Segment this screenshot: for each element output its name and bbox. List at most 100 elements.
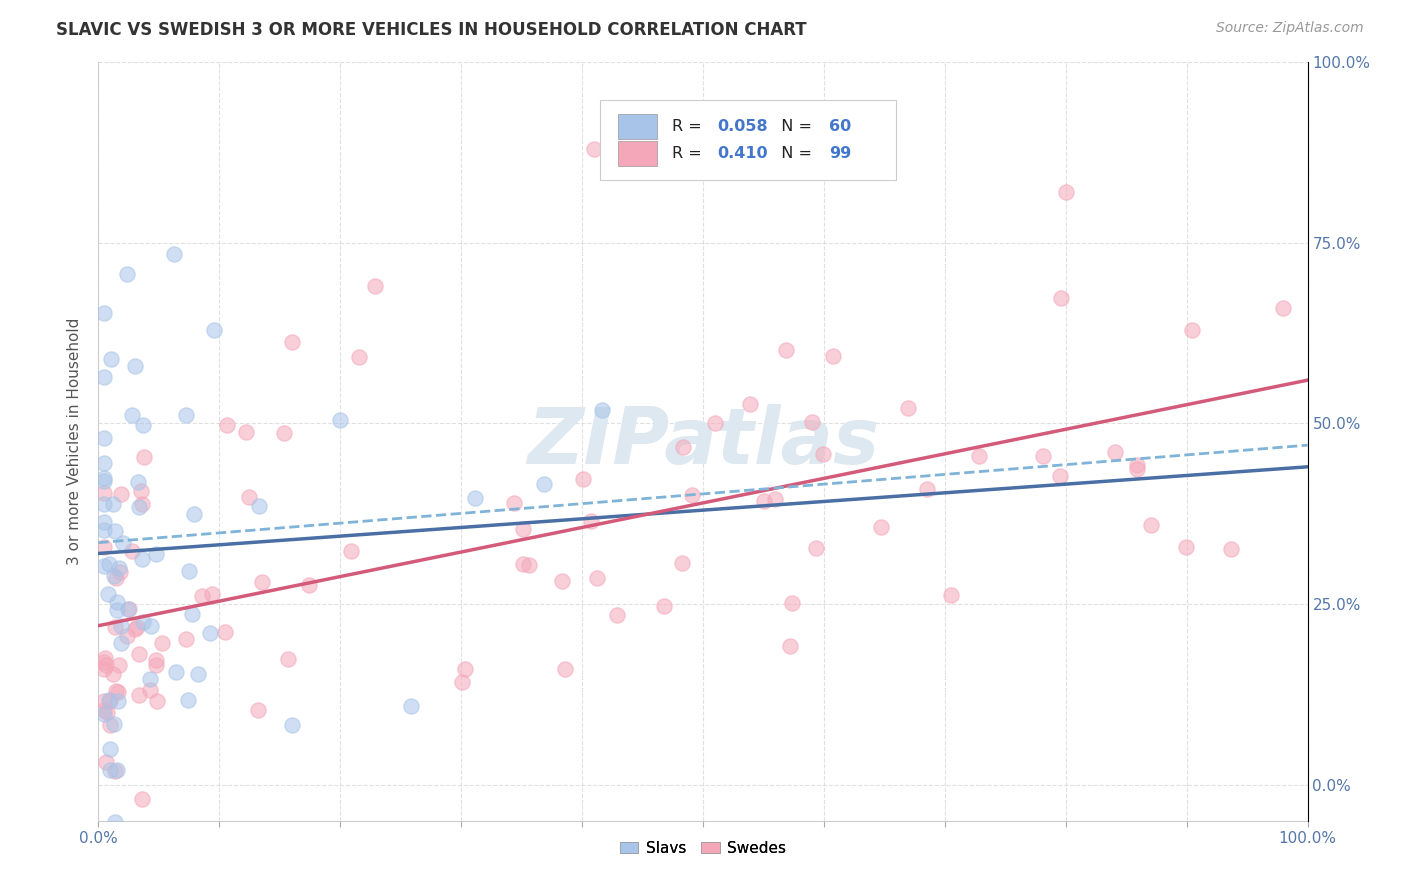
Point: [517, 558, 540, 573]
Point: [1174, 540, 1197, 554]
Point: [103, 619, 125, 633]
Point: [453, 662, 475, 676]
Point: [132, 450, 155, 464]
Point: [105, 571, 128, 585]
Point: [139, 619, 162, 633]
Point: [1104, 444, 1126, 458]
Point: [939, 588, 962, 602]
Point: [201, 587, 224, 601]
Point: [131, 615, 153, 630]
Point: [277, 652, 299, 666]
Point: [104, 764, 127, 778]
Point: [238, 491, 260, 505]
Point: [779, 639, 801, 653]
Bar: [619, 114, 657, 139]
Point: [94, 651, 117, 665]
Point: [591, 403, 613, 417]
Point: [128, 648, 150, 662]
Point: [125, 619, 148, 633]
Point: [103, 569, 125, 583]
Text: N =: N =: [770, 119, 817, 134]
Point: [100, 694, 122, 708]
Point: [1050, 291, 1073, 305]
Point: [572, 471, 595, 485]
Text: Source: ZipAtlas.com: Source: ZipAtlas.com: [1216, 21, 1364, 35]
Point: [110, 636, 132, 650]
Point: [103, 717, 125, 731]
Point: [586, 571, 609, 585]
Point: [801, 415, 824, 429]
Point: [103, 667, 125, 681]
Point: [183, 507, 205, 521]
Point: [100, 352, 122, 367]
Point: [340, 543, 363, 558]
Point: [1032, 449, 1054, 463]
Point: [110, 487, 132, 501]
Point: [250, 574, 273, 589]
Point: [93, 662, 115, 676]
Point: [1126, 461, 1149, 475]
Point: [93, 523, 115, 537]
Point: [512, 522, 534, 536]
Point: [139, 683, 162, 698]
Point: [96, 755, 118, 769]
Point: [129, 484, 152, 499]
Point: [93, 456, 115, 470]
Point: [107, 561, 129, 575]
Point: [1054, 186, 1077, 200]
Point: [145, 653, 167, 667]
Text: 0.410: 0.410: [717, 146, 768, 161]
Point: [249, 499, 271, 513]
Point: [138, 672, 160, 686]
Point: [464, 491, 486, 506]
Point: [1049, 469, 1071, 483]
Point: [121, 543, 143, 558]
Point: [98, 742, 121, 756]
Point: [235, 425, 257, 439]
Point: [105, 603, 128, 617]
Point: [281, 718, 304, 732]
Point: [806, 541, 828, 556]
Point: [93, 431, 115, 445]
Point: [93, 703, 115, 717]
Point: [969, 449, 991, 463]
Point: [93, 471, 115, 485]
Point: [131, 418, 153, 433]
Point: [873, 156, 896, 170]
Point: [115, 268, 138, 282]
Point: [124, 622, 146, 636]
Point: [551, 574, 574, 588]
Point: [124, 359, 146, 373]
Point: [579, 515, 602, 529]
Point: [93, 694, 115, 708]
Point: [100, 763, 122, 777]
Point: [915, 482, 938, 496]
Point: [105, 594, 128, 608]
Point: [813, 447, 835, 461]
Point: [93, 474, 115, 488]
Point: [104, 524, 127, 538]
Point: [150, 636, 173, 650]
Point: [512, 557, 534, 571]
Point: [93, 497, 115, 511]
Point: [93, 370, 115, 384]
Point: [399, 699, 422, 714]
Point: [672, 441, 695, 455]
Point: [98, 718, 121, 732]
Point: [181, 607, 204, 622]
Point: [897, 401, 920, 416]
Text: SLAVIC VS SWEDISH 3 OR MORE VEHICLES IN HOUSEHOLD CORRELATION CHART: SLAVIC VS SWEDISH 3 OR MORE VEHICLES IN …: [56, 21, 807, 38]
Point: [145, 658, 167, 673]
Point: [202, 323, 225, 337]
Point: [606, 607, 628, 622]
Text: N =: N =: [770, 146, 817, 161]
Point: [145, 547, 167, 561]
Point: [128, 688, 150, 702]
Point: [163, 247, 186, 261]
Point: [93, 515, 115, 529]
Point: [131, 497, 153, 511]
Point: [1126, 458, 1149, 472]
Point: [451, 674, 474, 689]
Point: [1272, 301, 1295, 315]
Text: R =: R =: [672, 119, 706, 134]
